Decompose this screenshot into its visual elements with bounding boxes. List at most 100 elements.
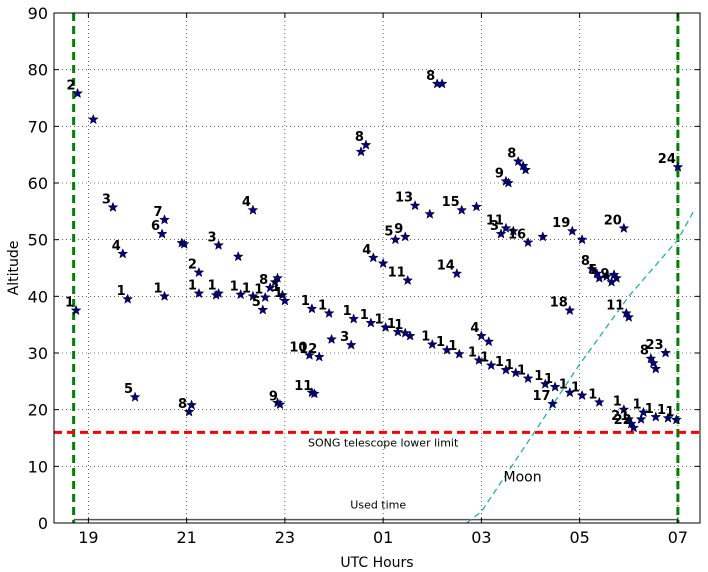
target-label: 11 [294, 379, 312, 394]
target-star [426, 338, 438, 350]
target-star [638, 406, 649, 418]
target-label: 9 [601, 267, 610, 282]
target-star [650, 363, 662, 374]
target-star [502, 177, 514, 188]
target-star [672, 161, 684, 172]
target-label: 14 [437, 259, 455, 274]
target-star [483, 335, 495, 347]
target-label: 8 [178, 397, 187, 412]
target-star [183, 406, 195, 417]
x-tick-label: 19 [78, 528, 98, 547]
y-tick-label: 40 [28, 287, 48, 306]
target-star [623, 413, 635, 424]
target-label: 5 [588, 263, 597, 278]
target-label: 5 [384, 225, 393, 240]
target-label: 1 [375, 313, 384, 328]
target-label: 5 [124, 382, 133, 397]
x-tick-label: 07 [668, 528, 688, 547]
target-star [274, 398, 286, 410]
target-label: 9 [495, 166, 504, 181]
y-tick-label: 80 [28, 61, 48, 80]
target-label: 1 [208, 279, 217, 294]
y-tick-label: 20 [28, 401, 48, 420]
target-label: 1 [301, 294, 310, 309]
x-tick-label: 23 [275, 528, 295, 547]
target-star [313, 351, 325, 362]
target-label: 21 [611, 409, 629, 424]
target-label: 16 [508, 228, 526, 243]
target-star [399, 231, 411, 242]
target-label: 8 [259, 273, 268, 288]
target-label: 1 [117, 284, 126, 299]
y-tick-label: 50 [28, 231, 48, 250]
target-label: 1 [645, 402, 654, 417]
target-star [389, 233, 401, 245]
target-star [345, 339, 357, 350]
x-tick-label: 01 [373, 528, 393, 547]
target-star [399, 327, 411, 338]
target-star [475, 330, 487, 341]
target-star [323, 307, 335, 318]
target-star [441, 344, 453, 355]
target-star [235, 288, 247, 300]
target-star [117, 248, 129, 259]
moon-track: Moon [466, 208, 696, 524]
target-star [522, 372, 534, 384]
target-label: 11 [388, 265, 406, 280]
target-label: 3 [208, 230, 217, 245]
target-star [593, 396, 605, 407]
target-label: 8 [581, 254, 590, 269]
target-star [510, 367, 522, 378]
moon-label: Moon [503, 470, 541, 486]
target-label: 1 [480, 350, 489, 365]
target-star [512, 155, 524, 167]
target-star [159, 290, 170, 301]
target-star [522, 236, 534, 248]
target-star [618, 403, 630, 415]
target-label: 8 [640, 344, 649, 359]
target-star [193, 266, 205, 278]
target-star [495, 228, 507, 239]
target-star [186, 399, 197, 410]
target-star [409, 199, 421, 211]
target-star [539, 378, 551, 389]
target-star [193, 287, 205, 299]
target-star [304, 349, 315, 360]
target-star [87, 113, 99, 125]
target-label: 1 [517, 364, 526, 379]
target-star [355, 146, 367, 157]
target-label: 1 [387, 317, 396, 332]
target-label: 10 [289, 340, 307, 355]
target-star [178, 238, 190, 249]
target-label: 2 [67, 78, 76, 93]
target-label: 9 [269, 390, 278, 405]
target-star [635, 413, 647, 424]
reference-line-label: SONG telescope lower limit [308, 437, 459, 450]
target-label: 1 [65, 296, 74, 311]
target-star [611, 272, 622, 283]
x-tick-label: 05 [569, 528, 589, 547]
target-label: 1 [571, 381, 580, 396]
target-star [628, 422, 640, 433]
target-label: 18 [550, 296, 568, 311]
target-star [424, 208, 436, 219]
target-star [650, 411, 662, 422]
target-star [662, 412, 674, 423]
moon-altitude-line [466, 208, 696, 524]
y-tick-label: 10 [28, 457, 48, 476]
target-star [129, 391, 141, 402]
target-star [453, 348, 465, 359]
target-star [564, 386, 576, 398]
target-star [436, 78, 448, 89]
target-star [670, 414, 682, 425]
target-star [618, 222, 630, 233]
target-star [279, 295, 291, 306]
target-star [122, 293, 134, 304]
target-star [500, 364, 512, 375]
target-star [404, 330, 416, 341]
target-star [591, 267, 603, 279]
target-label: 1 [448, 339, 457, 354]
